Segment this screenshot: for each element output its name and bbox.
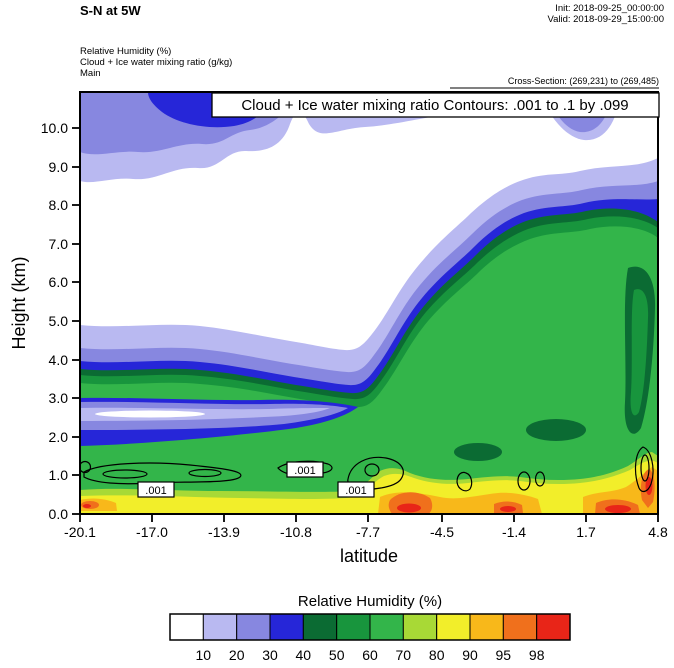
inner-title-box	[211, 92, 660, 118]
x-tick-label: -20.1	[64, 524, 96, 540]
contour-label-text: .001	[145, 485, 166, 497]
cloud-contour-right-1	[456, 471, 473, 492]
x-tick-label: -4.5	[430, 524, 454, 540]
colorbar-title: Relative Humidity (%)	[298, 593, 442, 610]
x-tick-label: 4.8	[648, 524, 668, 540]
colorbar-label: 40	[296, 647, 312, 663]
x-tick-label: -10.8	[280, 524, 312, 540]
colorbar-label: 60	[362, 647, 378, 663]
plot-inner-title: Cloud + Ice water mixing ratio Contours:…	[211, 92, 660, 118]
y-tick-label: 8.0	[49, 197, 69, 213]
x-tick-label: -13.9	[208, 524, 240, 540]
y-tick-label: 9.0	[49, 159, 69, 175]
cloud-contour-left-inner-1	[102, 469, 148, 479]
colorbar-label: 95	[496, 647, 512, 663]
rh-dome-brightgreen	[80, 226, 658, 514]
field-label-cloudice: Cloud + Ice water mixing ratio (g/kg)	[80, 57, 232, 68]
colorbar-swatch-0	[169, 613, 204, 641]
x-tick-labels: -20.1 -17.0 -13.9 -10.8 -7.7 -4.5 -1.4 1…	[64, 524, 668, 540]
colorbar-swatch-3	[269, 613, 304, 641]
cloud-contour-farright-inner	[640, 454, 650, 482]
contour-label-box	[137, 481, 175, 498]
y-tick-label: 3.0	[49, 390, 69, 406]
y-tick-label: 6.0	[49, 274, 69, 290]
rh-slot-white-core	[95, 410, 205, 418]
rh-surface-red-1	[397, 503, 421, 513]
cloud-contour-farright	[634, 446, 654, 493]
y-tick-label: 0.0	[49, 506, 69, 522]
y-tick-label: 5.0	[49, 313, 69, 329]
colorbar-label: 10	[196, 647, 212, 663]
y-tick-label: 4.0	[49, 352, 69, 368]
colorbar-label: 98	[529, 647, 545, 663]
colorbar-swatch-7	[402, 613, 438, 641]
colorbar-swatch-5	[336, 613, 371, 641]
cloud-contour-leftedge	[80, 460, 92, 474]
y-tick-label: 1.0	[49, 467, 69, 483]
valid-time: Valid: 2018-09-29_15:00:00	[547, 14, 664, 25]
colorbar: Relative Humidity (%) 10 20 30 40 50 60 …	[169, 593, 571, 663]
rh-surface-red-5	[83, 504, 91, 508]
contour-label-text: .001	[294, 465, 315, 477]
y-tick-label: 7.0	[49, 236, 69, 252]
rh-surface-red-2	[500, 506, 516, 512]
colorbar-label: 80	[429, 647, 445, 663]
cloud-contour-left-inner-2	[188, 468, 222, 478]
x-axis	[79, 514, 659, 522]
colorbar-swatch-8	[436, 613, 471, 641]
colorbar-swatch-6	[369, 613, 404, 641]
y-tick-label: 2.0	[49, 429, 69, 445]
init-time: Init: 2018-09-25_00:00:00	[555, 3, 664, 14]
contour-label-3: .001	[337, 481, 375, 498]
colorbar-label: 20	[229, 647, 245, 663]
field-label-rh: Relative Humidity (%)	[80, 46, 171, 57]
y-axis-title: Height (km)	[9, 256, 29, 349]
x-tick-label: -7.7	[356, 524, 380, 540]
y-tick-labels: 0.0 1.0 2.0 3.0 4.0 5.0 6.0 7.0 8.0 9.0 …	[41, 120, 68, 522]
rh-right-darkgreen-core	[630, 289, 649, 416]
colorbar-label: 30	[262, 647, 278, 663]
colorbar-label: 50	[329, 647, 345, 663]
contour-label-2: .001	[286, 461, 324, 478]
colorbar-label: 90	[462, 647, 478, 663]
plot-border	[79, 91, 659, 515]
rh-surface-red-3	[605, 505, 631, 513]
cloud-contour-right-3	[534, 471, 546, 487]
y-tick-label: 10.0	[41, 120, 68, 136]
contour-label-box	[286, 461, 324, 478]
cloud-contour-mid2-inner	[364, 463, 380, 477]
x-tick-label: -17.0	[136, 524, 168, 540]
cloud-contour-left	[83, 462, 242, 485]
colorbar-swatch-9	[469, 613, 504, 641]
cross-section-note: Cross-Section: (269,231) to (269,485)	[508, 76, 659, 86]
contour-label-1: .001	[137, 481, 175, 498]
field-label-domain: Main	[80, 68, 101, 79]
x-axis-title: latitude	[340, 546, 398, 566]
page-title: S-N at 5W	[80, 3, 141, 18]
y-axis	[72, 127, 80, 515]
colorbar-swatch-10	[502, 613, 538, 641]
rh-darkgreen-blob-2	[454, 443, 502, 461]
colorbar-swatch-4	[302, 613, 338, 641]
colorbar-swatch-2	[236, 613, 271, 641]
colorbar-label: 70	[396, 647, 412, 663]
contour-label-box	[337, 481, 375, 498]
colorbar-swatch-11	[536, 613, 571, 641]
x-tick-label: 1.7	[576, 524, 596, 540]
x-tick-label: -1.4	[502, 524, 526, 540]
colorbar-swatch-1	[202, 613, 238, 641]
contour-label-text: .001	[345, 485, 366, 497]
colorbar-frame	[169, 613, 571, 641]
rh-darkgreen-blob-1	[526, 419, 586, 441]
inner-title-text: Cloud + Ice water mixing ratio Contours:…	[241, 97, 628, 114]
cloud-contour-right-2	[517, 471, 531, 491]
colorbar-labels: 10 20 30 40 50 60 70 80 90 95 98	[196, 647, 545, 663]
